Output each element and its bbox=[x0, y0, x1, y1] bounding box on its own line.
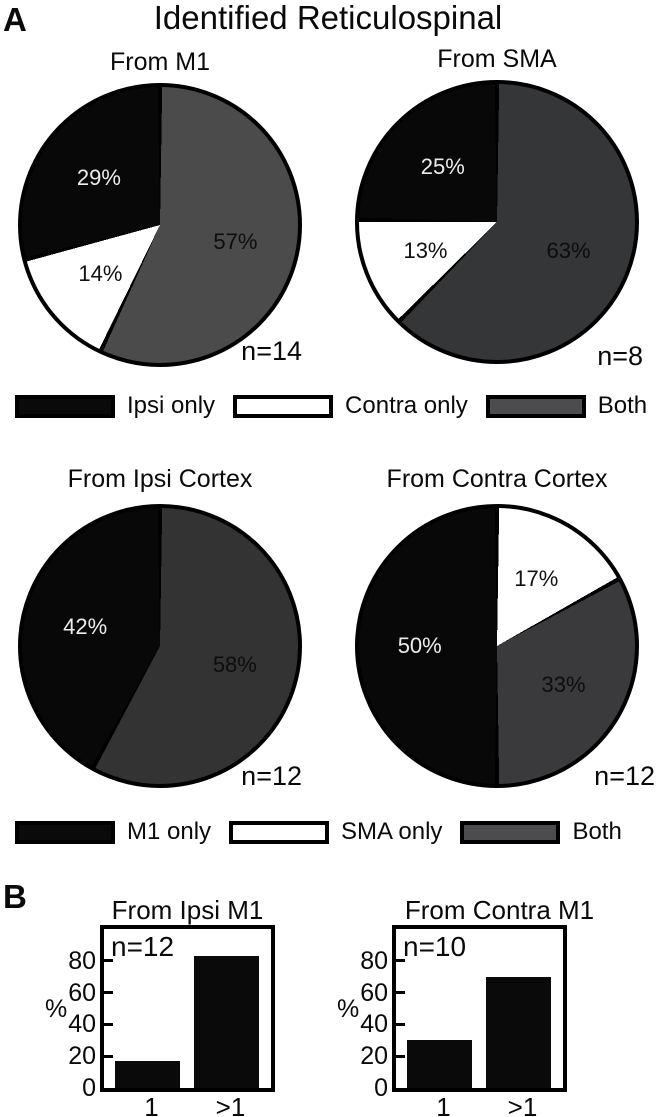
y-tick-label: 60 bbox=[68, 978, 96, 1007]
y-tick-label: 40 bbox=[360, 1010, 388, 1039]
bar-chart-from-ipsi-m1: From Ipsi M1 n=12 % 0 20 40 60 80 1 >1 bbox=[45, 897, 275, 1117]
pie-chart-from-ipsi-cortex: From Ipsi Cortex 58% 42% n=12 bbox=[18, 466, 302, 791]
y-axis-tick bbox=[396, 1022, 405, 1026]
pie-chart-from-sma: From SMA 63% 13% 25% n=8 bbox=[355, 46, 643, 370]
sample-size-label: n=8 bbox=[597, 341, 643, 371]
sample-size-label: n=10 bbox=[403, 931, 467, 962]
sample-size-label: n=12 bbox=[241, 761, 302, 791]
y-tick-label: 0 bbox=[82, 1074, 96, 1102]
x-tick-label: 1 bbox=[436, 1092, 451, 1117]
bar-chart-from-contra-m1: From Contra M1 n=10 % 0 20 40 60 80 1 >1 bbox=[337, 897, 594, 1117]
legend-swatch-ipsi-only bbox=[15, 394, 115, 418]
slice-percent-label: 25% bbox=[420, 153, 465, 179]
pie-title: From M1 bbox=[110, 48, 210, 76]
plot-area bbox=[104, 929, 271, 1088]
y-tick-label: 20 bbox=[68, 1042, 96, 1071]
slice-percent-label: 63% bbox=[546, 238, 591, 264]
panel-a-label: A bbox=[3, 1, 27, 38]
pie-circle: 17% 33% 50% bbox=[355, 504, 639, 788]
bar bbox=[407, 1040, 472, 1088]
y-axis-label: % bbox=[337, 995, 360, 1023]
legend-label-both: Both bbox=[597, 392, 648, 419]
y-axis-tick-labels: 0 20 40 60 80 bbox=[332, 929, 388, 1100]
slice-percent-label: 50% bbox=[397, 633, 442, 658]
pie-circle: 58% 42% bbox=[18, 504, 302, 788]
legend-swatch-m1-only bbox=[15, 820, 115, 844]
y-tick-label: 80 bbox=[360, 946, 388, 975]
y-tick-label: 40 bbox=[68, 1010, 96, 1039]
slice-percent-label: 14% bbox=[78, 261, 123, 287]
legend-swatch-sma-only bbox=[229, 820, 330, 844]
pie-circle: 57% 14% 29% bbox=[18, 83, 302, 367]
x-axis-tick-labels: 1 >1 bbox=[396, 1092, 563, 1117]
bar bbox=[486, 976, 551, 1088]
pie-title: From Ipsi Cortex bbox=[67, 465, 253, 493]
y-axis-tick bbox=[396, 959, 405, 963]
pie-chart-from-contra-cortex: From Contra Cortex 17% 33% 50% n=12 bbox=[355, 466, 655, 790]
x-axis-tick-labels: 1 >1 bbox=[104, 1092, 271, 1117]
bar-chart-title: From Contra M1 bbox=[404, 895, 595, 925]
y-tick-label: 80 bbox=[68, 946, 96, 975]
slice-percent-label: 17% bbox=[514, 566, 559, 592]
y-axis-tick bbox=[104, 959, 113, 963]
y-axis-tick bbox=[104, 1054, 113, 1058]
y-axis-tick bbox=[396, 1054, 405, 1058]
legend-laterality: Ipsi only Contra only Both bbox=[15, 393, 647, 419]
bar bbox=[194, 956, 259, 1088]
legend-swatch-both bbox=[485, 394, 586, 418]
legend-swatch-contra-only bbox=[233, 394, 334, 418]
slice-percent-label: 58% bbox=[212, 652, 257, 678]
y-tick-label: 60 bbox=[360, 978, 388, 1007]
sample-size-label: n=12 bbox=[594, 761, 655, 791]
legend-label-ipsi-only: Ipsi only bbox=[127, 392, 216, 419]
slice-percent-label: 29% bbox=[76, 164, 121, 190]
y-axis-tick bbox=[396, 991, 405, 995]
legend-label-m1-only: M1 only bbox=[127, 818, 212, 845]
y-axis-tick bbox=[104, 1022, 113, 1026]
pie-circle: 63% 13% 25% bbox=[355, 80, 639, 364]
y-axis-tick bbox=[104, 991, 113, 995]
slice-percent-label: 42% bbox=[63, 613, 108, 639]
figure-title: Identified Reticulospinal bbox=[153, 0, 503, 36]
y-axis-tick-labels: 0 20 40 60 80 bbox=[40, 929, 96, 1100]
legend-label-sma-only: SMA only bbox=[341, 818, 443, 845]
y-axis-label: % bbox=[45, 995, 68, 1023]
pie-title: From SMA bbox=[437, 45, 557, 73]
y-tick-label: 0 bbox=[374, 1074, 388, 1102]
x-tick-label: >1 bbox=[507, 1092, 538, 1117]
pie-chart-from-m1: From M1 57% 14% 29% n=14 bbox=[18, 49, 302, 367]
sample-size-label: n=14 bbox=[241, 336, 302, 366]
plot-area bbox=[396, 929, 563, 1088]
y-tick-label: 20 bbox=[360, 1042, 388, 1071]
bar-chart-title: From Ipsi M1 bbox=[111, 895, 264, 925]
bar bbox=[115, 1060, 180, 1088]
sample-size-label: n=12 bbox=[111, 931, 175, 962]
x-tick-label: >1 bbox=[215, 1092, 246, 1117]
legend-cortical-source: M1 only SMA only Both bbox=[15, 819, 622, 845]
slice-percent-label: 57% bbox=[213, 228, 258, 254]
legend-label-both: Both bbox=[572, 818, 622, 845]
slice-percent-label: 33% bbox=[541, 672, 586, 698]
pie-title: From Contra Cortex bbox=[386, 465, 608, 493]
legend-label-contra-only: Contra only bbox=[345, 392, 468, 419]
legend-swatch-both bbox=[460, 820, 561, 844]
slice-percent-label: 13% bbox=[403, 238, 448, 264]
x-tick-label: 1 bbox=[144, 1092, 159, 1117]
panel-b-label: B bbox=[3, 878, 27, 915]
